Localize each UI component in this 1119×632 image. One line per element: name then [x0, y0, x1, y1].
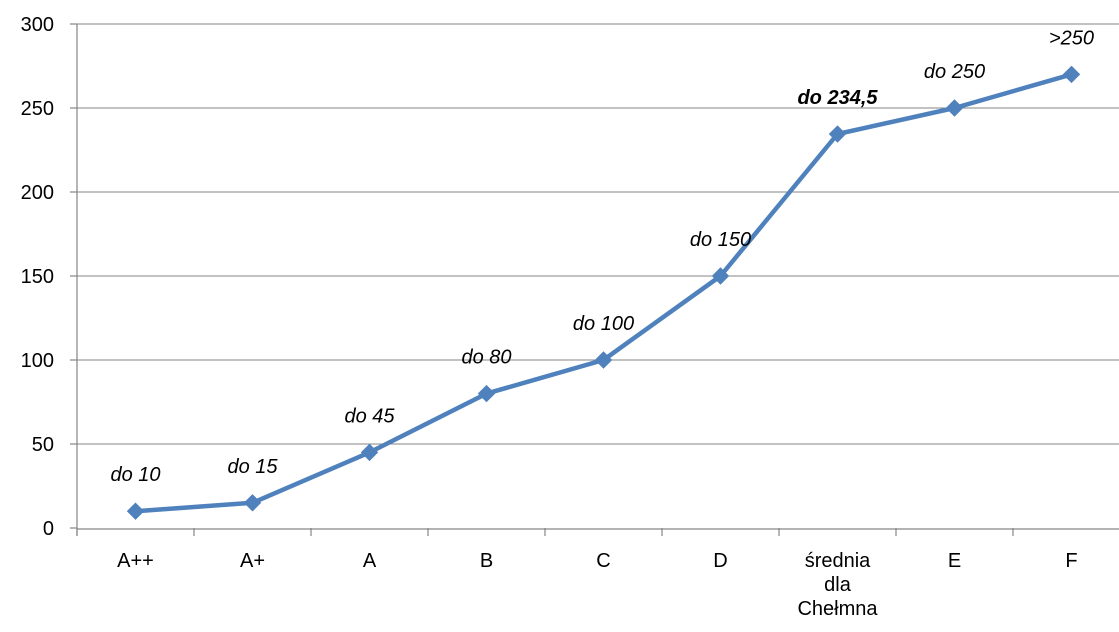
data-markers — [126, 65, 1081, 520]
data-label-4: do 100 — [573, 313, 634, 335]
x-tick-label-8: F — [1065, 550, 1077, 572]
y-tick-label-100: 100 — [21, 350, 54, 372]
data-labels: do 10 do 15 do 45 do 80 do 100 do 150 do 234,5… — [110, 27, 1094, 486]
axes — [70, 23, 1119, 536]
series-polyline — [133, 72, 1074, 514]
data-marker-1 — [243, 494, 262, 512]
y-tick-label-300: 300 — [21, 14, 54, 36]
data-label-5: do 150 — [690, 229, 751, 251]
x-tick-label-1: A+ — [240, 550, 265, 572]
data-marker-0 — [126, 502, 145, 520]
data-marker-6 — [828, 125, 847, 143]
y-tick-label-250: 250 — [21, 98, 54, 120]
y-tick-labels: 0 50 100 150 200 250 300 — [21, 14, 54, 540]
data-label-1: do 15 — [227, 456, 278, 478]
data-label-3: do 80 — [461, 347, 511, 369]
data-label-0: do 10 — [110, 464, 160, 486]
data-marker-8 — [1062, 65, 1081, 84]
data-label-2: do 45 — [344, 405, 395, 427]
x-tick-label-3: B — [480, 550, 493, 572]
y-tick-label-150: 150 — [21, 266, 54, 288]
x-tick-label-4: C — [596, 550, 610, 572]
y-tick-label-200: 200 — [21, 182, 54, 204]
data-marker-7 — [945, 99, 964, 117]
x-tick-label-6: średnia dla Chełmna — [797, 550, 878, 620]
gridlines — [77, 23, 1119, 445]
x-tick-label-2: A — [363, 550, 377, 572]
data-label-8: >250 — [1049, 27, 1094, 49]
data-marker-2 — [360, 443, 379, 462]
data-label-6: do 234,5 — [797, 87, 878, 109]
data-label-7: do 250 — [924, 61, 985, 83]
x-tick-label-5: D — [713, 550, 727, 572]
series-line — [133, 72, 1074, 514]
x-tick-label-0: A++ — [117, 550, 154, 572]
y-tick-label-50: 50 — [32, 434, 54, 456]
data-marker-4 — [594, 351, 613, 369]
y-tick-label-0: 0 — [43, 518, 54, 540]
x-tick-label-7: E — [948, 550, 961, 572]
data-marker-3 — [477, 384, 496, 403]
data-marker-5 — [711, 267, 730, 285]
